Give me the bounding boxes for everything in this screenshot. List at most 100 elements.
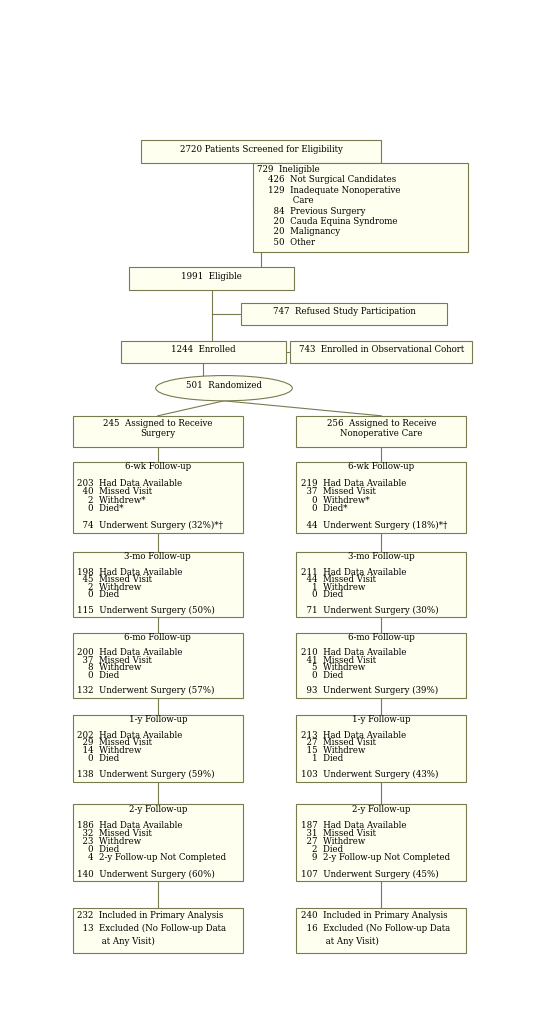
FancyBboxPatch shape <box>296 416 466 447</box>
Text: at Any Visit): at Any Visit) <box>77 937 155 946</box>
Text: 1  Withdrew: 1 Withdrew <box>301 583 365 591</box>
Text: 23  Withdrew: 23 Withdrew <box>77 837 141 846</box>
Text: 3-mo Follow-up: 3-mo Follow-up <box>124 552 191 562</box>
Text: 4  2-y Follow-up Not Completed: 4 2-y Follow-up Not Completed <box>77 854 226 862</box>
Text: 426  Not Surgical Candidates: 426 Not Surgical Candidates <box>257 175 396 184</box>
Text: 20  Cauda Equina Syndrome: 20 Cauda Equina Syndrome <box>257 217 398 226</box>
FancyBboxPatch shape <box>296 632 466 698</box>
FancyBboxPatch shape <box>296 907 466 953</box>
FancyBboxPatch shape <box>296 714 466 782</box>
FancyBboxPatch shape <box>296 552 466 617</box>
Text: 0  Died: 0 Died <box>77 590 119 600</box>
Text: 256  Assigned to Receive
Nonoperative Care: 256 Assigned to Receive Nonoperative Car… <box>326 419 436 438</box>
Text: 2-y Follow-up: 2-y Follow-up <box>352 805 411 814</box>
Text: 0  Died: 0 Died <box>77 671 119 680</box>
Text: 44  Underwent Surgery (18%)*†: 44 Underwent Surgery (18%)*† <box>301 521 447 530</box>
Text: 16  Excluded (No Follow-up Data: 16 Excluded (No Follow-up Data <box>301 924 450 933</box>
Text: 50  Other: 50 Other <box>257 238 315 247</box>
Text: 31  Missed Visit: 31 Missed Visit <box>301 829 375 837</box>
Text: 202  Had Data Available: 202 Had Data Available <box>77 731 183 740</box>
Text: 45  Missed Visit: 45 Missed Visit <box>77 575 152 584</box>
Text: 219  Had Data Available: 219 Had Data Available <box>301 479 406 488</box>
Text: 211  Had Data Available: 211 Had Data Available <box>301 568 406 577</box>
Text: 84  Previous Surgery: 84 Previous Surgery <box>257 207 366 215</box>
Text: 0  Died: 0 Died <box>301 671 343 680</box>
Text: 203  Had Data Available: 203 Had Data Available <box>77 479 182 488</box>
Text: 747  Refused Study Participation: 747 Refused Study Participation <box>273 308 415 317</box>
Text: 9  2-y Follow-up Not Completed: 9 2-y Follow-up Not Completed <box>301 854 450 862</box>
Text: 27  Missed Visit: 27 Missed Visit <box>301 738 375 747</box>
FancyBboxPatch shape <box>73 714 242 782</box>
Text: 6-mo Follow-up: 6-mo Follow-up <box>124 632 191 642</box>
Text: 5  Withdrew: 5 Withdrew <box>301 663 365 672</box>
Text: 93  Underwent Surgery (39%): 93 Underwent Surgery (39%) <box>301 686 438 695</box>
Text: 6-wk Follow-up: 6-wk Follow-up <box>348 462 414 472</box>
Text: 210  Had Data Available: 210 Had Data Available <box>301 648 406 657</box>
Text: 2-y Follow-up: 2-y Follow-up <box>129 805 187 814</box>
FancyBboxPatch shape <box>73 416 242 447</box>
Text: 138  Underwent Surgery (59%): 138 Underwent Surgery (59%) <box>77 770 215 779</box>
Text: 2720 Patients Screened for Eligibility: 2720 Patients Screened for Eligibility <box>180 145 343 154</box>
Text: 0  Died: 0 Died <box>77 846 119 854</box>
Text: 0  Died*: 0 Died* <box>77 504 123 512</box>
Text: at Any Visit): at Any Visit) <box>301 937 379 946</box>
Text: 74  Underwent Surgery (32%)*†: 74 Underwent Surgery (32%)*† <box>77 521 223 530</box>
FancyBboxPatch shape <box>73 552 242 617</box>
FancyBboxPatch shape <box>141 139 381 163</box>
Text: 2  Withdrew*: 2 Withdrew* <box>77 495 146 504</box>
Text: 15  Withdrew: 15 Withdrew <box>301 746 365 755</box>
Text: 232  Included in Primary Analysis: 232 Included in Primary Analysis <box>77 911 223 919</box>
FancyBboxPatch shape <box>296 461 466 533</box>
Text: 103  Underwent Surgery (43%): 103 Underwent Surgery (43%) <box>301 770 438 779</box>
Text: 240  Included in Primary Analysis: 240 Included in Primary Analysis <box>301 911 447 919</box>
Text: 29  Missed Visit: 29 Missed Visit <box>77 738 152 747</box>
Text: 2  Died: 2 Died <box>301 846 343 854</box>
FancyBboxPatch shape <box>121 341 286 363</box>
Text: 6-mo Follow-up: 6-mo Follow-up <box>348 632 415 642</box>
Text: 107  Underwent Surgery (45%): 107 Underwent Surgery (45%) <box>301 869 438 878</box>
Text: 41  Missed Visit: 41 Missed Visit <box>301 656 376 665</box>
Text: 44  Missed Visit: 44 Missed Visit <box>301 575 375 584</box>
Text: 1-y Follow-up: 1-y Follow-up <box>352 714 411 724</box>
FancyBboxPatch shape <box>296 805 466 882</box>
Text: 37  Missed Visit: 37 Missed Visit <box>77 656 152 665</box>
Text: 8  Withdrew: 8 Withdrew <box>77 663 142 672</box>
Ellipse shape <box>156 375 292 401</box>
Text: Care: Care <box>257 196 314 205</box>
FancyBboxPatch shape <box>73 907 242 953</box>
Text: 14  Withdrew: 14 Withdrew <box>77 746 142 755</box>
FancyBboxPatch shape <box>253 163 468 252</box>
Text: 186  Had Data Available: 186 Had Data Available <box>77 821 183 830</box>
FancyBboxPatch shape <box>241 303 447 325</box>
FancyBboxPatch shape <box>129 268 294 289</box>
Text: 0  Died: 0 Died <box>77 754 119 764</box>
Text: 1991  Eligible: 1991 Eligible <box>181 272 242 281</box>
Text: 1244  Enrolled: 1244 Enrolled <box>171 345 235 355</box>
Text: 743  Enrolled in Observational Cohort: 743 Enrolled in Observational Cohort <box>299 345 464 355</box>
Text: 132  Underwent Surgery (57%): 132 Underwent Surgery (57%) <box>77 686 215 695</box>
Text: 20  Malignancy: 20 Malignancy <box>257 228 340 237</box>
Text: 13  Excluded (No Follow-up Data: 13 Excluded (No Follow-up Data <box>77 924 226 933</box>
Text: 0  Died*: 0 Died* <box>301 504 347 512</box>
Text: 3-mo Follow-up: 3-mo Follow-up <box>348 552 414 562</box>
Text: 0  Died: 0 Died <box>301 590 343 600</box>
Text: 40  Missed Visit: 40 Missed Visit <box>77 487 152 496</box>
Text: 200  Had Data Available: 200 Had Data Available <box>77 648 183 657</box>
Text: 140  Underwent Surgery (60%): 140 Underwent Surgery (60%) <box>77 869 215 878</box>
Text: 1-y Follow-up: 1-y Follow-up <box>129 714 187 724</box>
Text: 27  Withdrew: 27 Withdrew <box>301 837 365 846</box>
Text: 198  Had Data Available: 198 Had Data Available <box>77 568 183 577</box>
Text: 213  Had Data Available: 213 Had Data Available <box>301 731 406 740</box>
Text: 729  Ineligible: 729 Ineligible <box>257 165 320 174</box>
Text: 1  Died: 1 Died <box>301 754 343 764</box>
FancyBboxPatch shape <box>290 341 473 363</box>
Text: 245  Assigned to Receive
Surgery: 245 Assigned to Receive Surgery <box>103 419 213 438</box>
Text: 0  Withdrew*: 0 Withdrew* <box>301 495 369 504</box>
Text: 71  Underwent Surgery (30%): 71 Underwent Surgery (30%) <box>301 606 438 615</box>
Text: 2  Withdrew: 2 Withdrew <box>77 583 142 591</box>
FancyBboxPatch shape <box>73 805 242 882</box>
Text: 187  Had Data Available: 187 Had Data Available <box>301 821 406 830</box>
Text: 32  Missed Visit: 32 Missed Visit <box>77 829 152 837</box>
Text: 6-wk Follow-up: 6-wk Follow-up <box>125 462 191 472</box>
FancyBboxPatch shape <box>73 632 242 698</box>
